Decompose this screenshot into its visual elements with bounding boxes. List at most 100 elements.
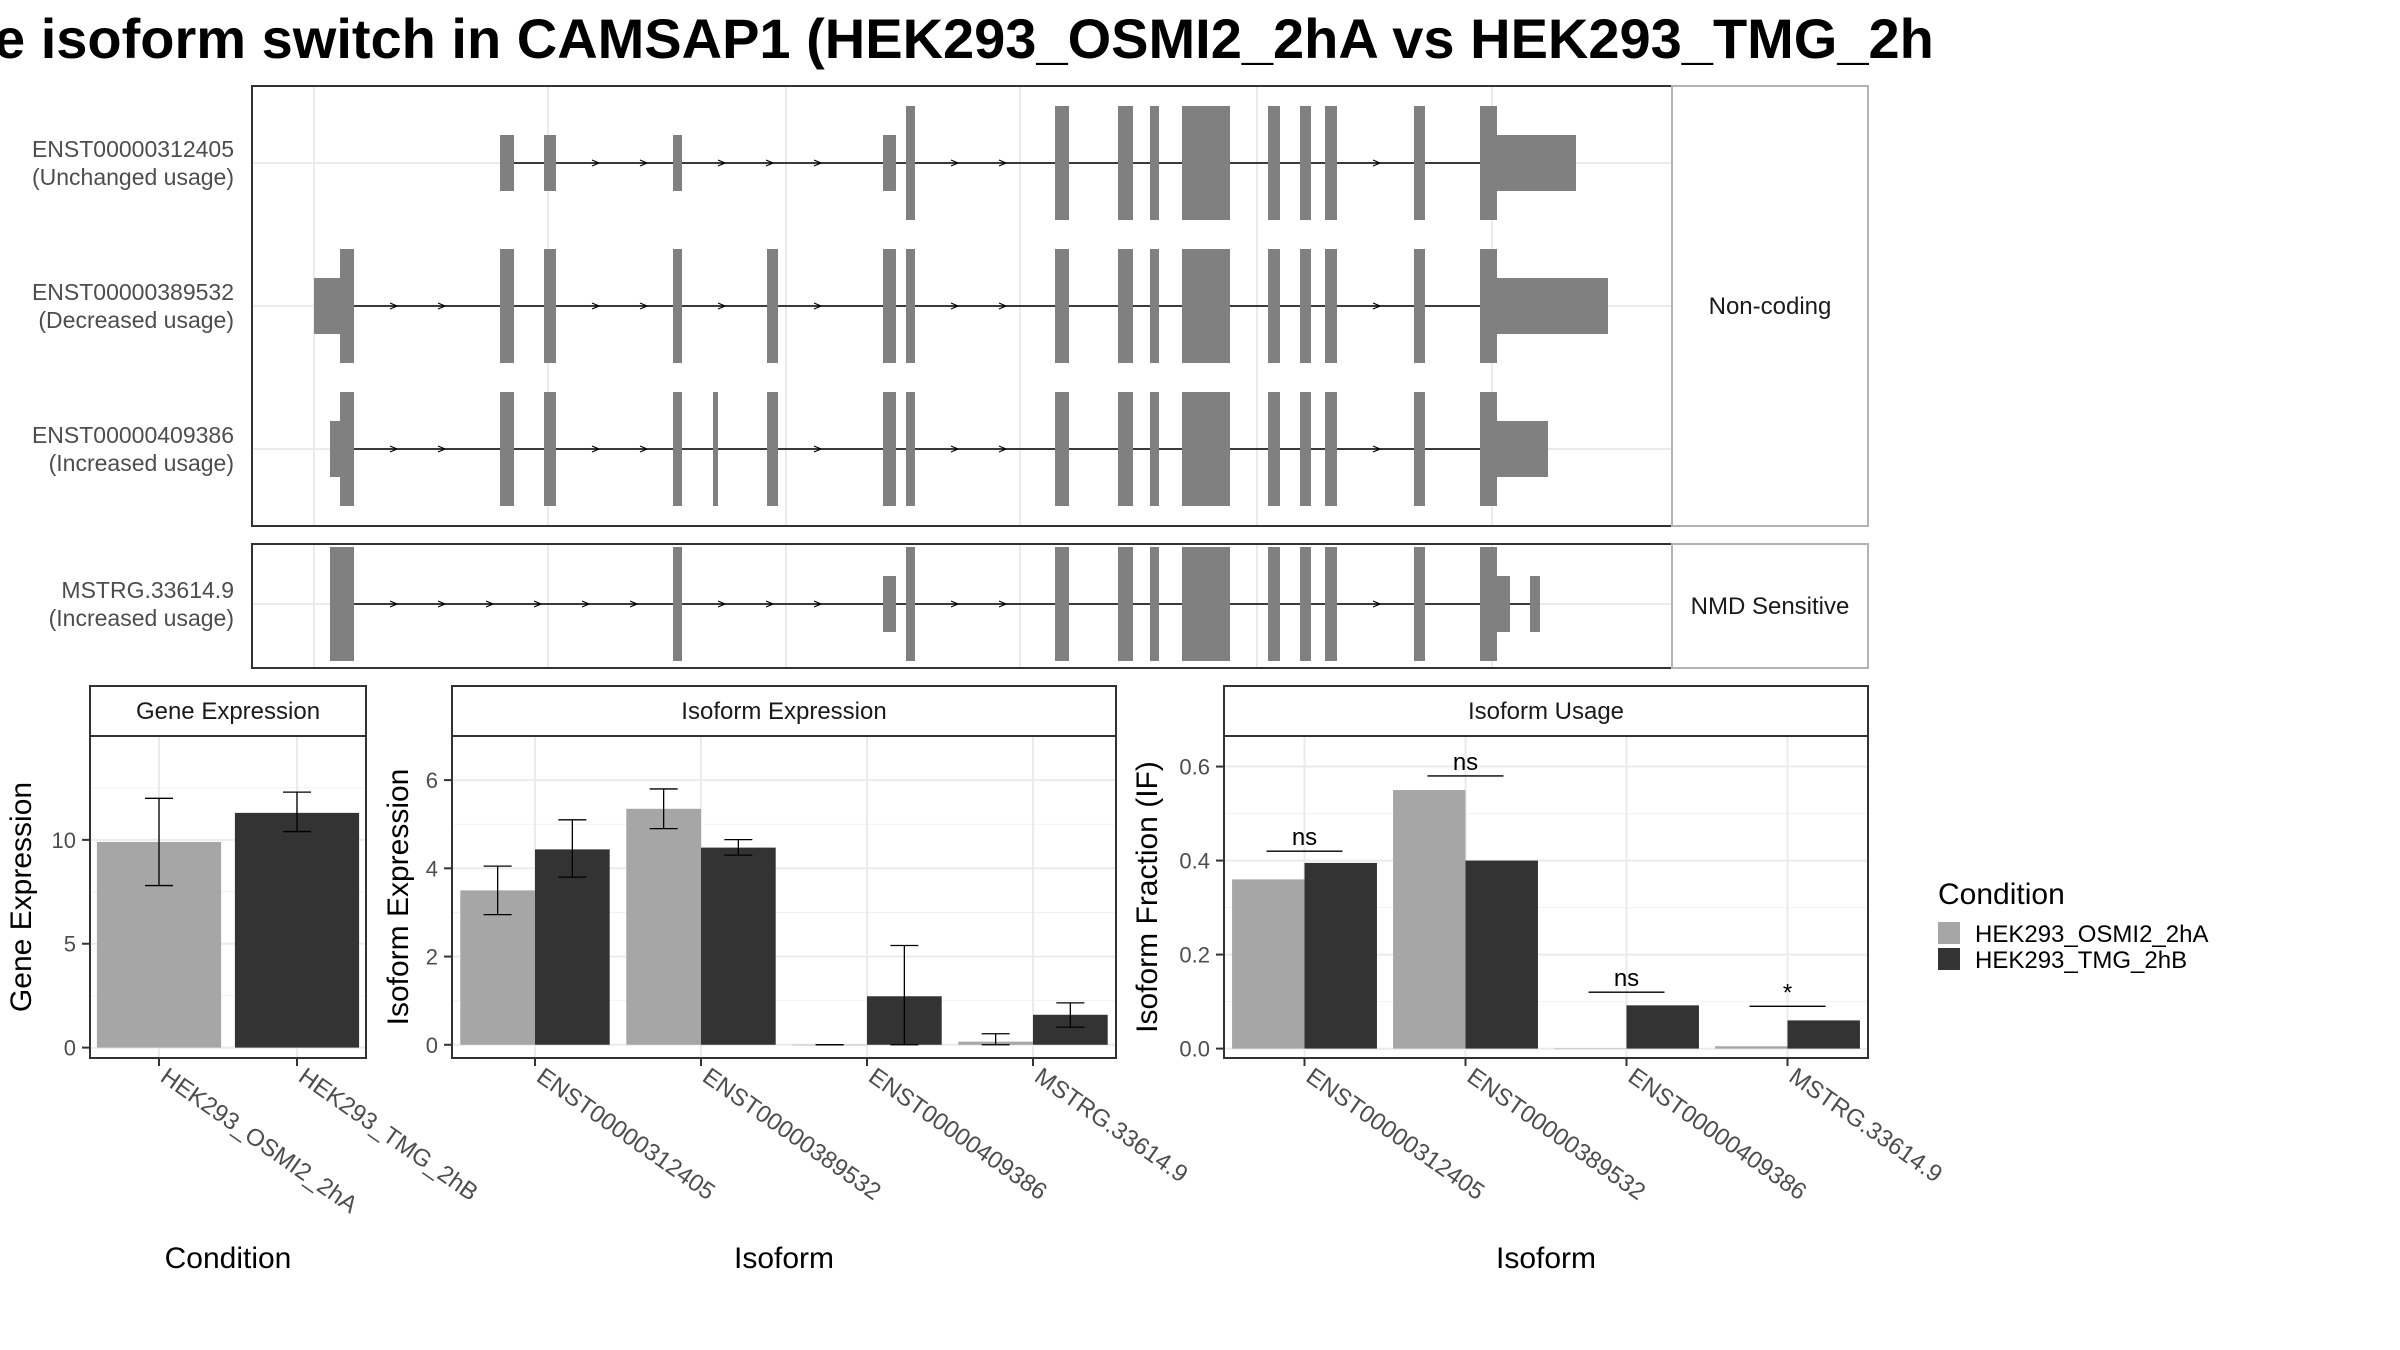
significance-label: ns (1453, 749, 1478, 776)
exon-block (1414, 106, 1425, 220)
bar-HEK293_OSMI2_2hA-ENST00000409386 (1554, 1048, 1627, 1050)
bar-HEK293_OSMI2_2hA-ENST00000389532 (1393, 790, 1466, 1049)
exon-block (1182, 249, 1230, 363)
intron-direction-arrow (639, 445, 649, 453)
exon-block (1325, 249, 1337, 363)
legend-label-tmg: HEK293_TMG_2hB (1975, 947, 2187, 974)
transcript-structure-panel: Non-coding NMD Sensitive ENST00000312405(U… (32, 85, 1869, 669)
intron-direction-arrow (437, 600, 447, 608)
intron-direction-arrow (813, 159, 823, 167)
intron-direction-arrow (437, 445, 447, 453)
y-tick-label: 0.6 (1179, 755, 1210, 780)
intron-direction-arrow (639, 159, 649, 167)
exon-block (1150, 392, 1159, 506)
x-tick-label: MSTRG.33614.9 (1784, 1063, 1947, 1188)
exon-block (1182, 547, 1230, 661)
structure-facet-border (251, 543, 1673, 669)
y-axis-title: Isoform Expression (382, 769, 415, 1026)
exon-block (673, 249, 682, 363)
bar-HEK293_OSMI2_2hA-MSTRG.33614.9 (1715, 1046, 1788, 1049)
intron-direction-arrow (639, 302, 649, 310)
significance-label: ns (1292, 824, 1317, 851)
exon-block (883, 135, 896, 191)
exon-block (767, 249, 778, 363)
exon-block (673, 135, 682, 191)
bar-HEK293_OSMI2_2hA-ENST00000312405 (460, 890, 535, 1045)
y-tick-label: 0.2 (1179, 943, 1210, 968)
bar-HEK293_TMG_2hB-ENST00000312405 (1304, 862, 1377, 1049)
exon-block (1055, 392, 1069, 506)
x-tick-label: ENST00000312405 (532, 1063, 720, 1206)
exon-block (1150, 547, 1159, 661)
transcript-usage-label: (Unchanged usage) (32, 164, 234, 190)
intron-direction-arrow (950, 302, 960, 310)
exon-block (1325, 392, 1337, 506)
exon-block (1325, 547, 1337, 661)
intron-direction-arrow (998, 302, 1008, 310)
exon-block (906, 106, 915, 220)
intron-direction-arrow (485, 600, 495, 608)
exon-block (1497, 576, 1510, 632)
intron-direction-arrow (437, 302, 447, 310)
exon-block (1118, 249, 1133, 363)
intron-direction-arrow (1372, 600, 1382, 608)
facet-label-nmd: NMD Sensitive (1691, 593, 1850, 620)
facet-strip (1671, 85, 1869, 527)
exon-block (906, 249, 915, 363)
exon-block (500, 392, 514, 506)
exon-block (1118, 106, 1133, 220)
intron-direction-arrow (813, 302, 823, 310)
x-axis-title: Isoform (734, 1242, 834, 1275)
intron-direction-arrow (998, 159, 1008, 167)
legend-title: Condition (1938, 878, 2065, 911)
exon-block (1480, 547, 1497, 661)
intron-direction-arrow (765, 159, 775, 167)
exon-block (314, 278, 340, 334)
exon-block (1300, 106, 1311, 220)
transcript-name-label: ENST00000312405 (32, 136, 234, 162)
intron-direction-arrow (717, 302, 727, 310)
exon-block (883, 576, 896, 632)
bar-HEK293_TMG_2hB-ENST00000312405 (535, 849, 610, 1045)
transcript-name-label: MSTRG.33614.9 (61, 577, 234, 603)
transcript-name-label: ENST00000389532 (32, 279, 234, 305)
intron-direction-arrow (813, 600, 823, 608)
exon-block (1530, 576, 1540, 632)
y-tick-label: 4 (426, 856, 438, 881)
intron-direction-arrow (813, 445, 823, 453)
exon-block (500, 249, 514, 363)
intron-direction-arrow (950, 159, 960, 167)
x-tick-label: MSTRG.33614.9 (1030, 1063, 1193, 1188)
x-axis-title: Isoform (1496, 1242, 1596, 1275)
transcript-usage-label: (Decreased usage) (38, 307, 234, 333)
exon-block (1325, 106, 1337, 220)
panel-strip (89, 685, 367, 737)
condition-legend: Condition HEK293_OSMI2_2hA HEK293_TMG_2h… (1938, 878, 2208, 974)
exon-block (1150, 249, 1159, 363)
exon-block (1055, 547, 1069, 661)
bar-HEK293_TMG_2hB-ENST00000389532 (1465, 860, 1538, 1049)
facet-label-noncoding: Non-coding (1709, 293, 1832, 320)
exon-block (1497, 278, 1608, 334)
exon-block (1497, 135, 1576, 191)
y-tick-label: 0 (64, 1036, 76, 1061)
x-tick-label: ENST00000389532 (1462, 1063, 1650, 1206)
exon-block (673, 392, 682, 506)
y-tick-label: 0.4 (1179, 849, 1210, 874)
legend-swatch-tmg (1938, 948, 1960, 970)
exon-block (1414, 249, 1425, 363)
intron-direction-arrow (591, 445, 601, 453)
intron-direction-arrow (591, 302, 601, 310)
exon-block (767, 392, 778, 506)
exon-block (1414, 547, 1425, 661)
x-tick-label: ENST00000389532 (698, 1063, 886, 1206)
panel-border (1223, 735, 1869, 1059)
intron-direction-arrow (765, 600, 775, 608)
panel-border (89, 735, 367, 1059)
exon-block (1182, 392, 1230, 506)
intron-direction-arrow (389, 445, 399, 453)
intron-direction-arrow (717, 600, 727, 608)
exon-block (500, 135, 514, 191)
exon-block (1118, 392, 1133, 506)
